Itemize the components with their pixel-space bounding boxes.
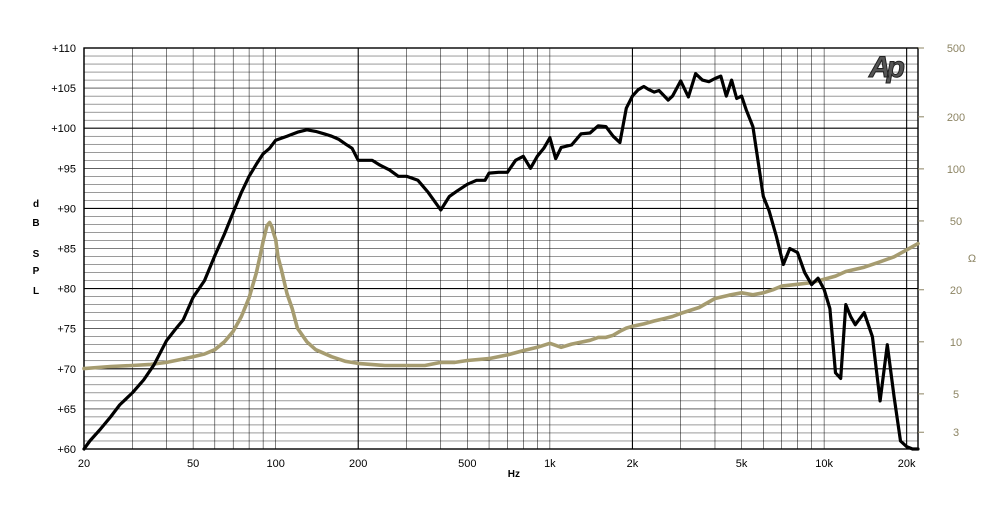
y-left-axis-label-char: P xyxy=(33,266,40,277)
spl-series-line xyxy=(82,72,920,451)
y-right-tick-label: 200 xyxy=(947,112,965,124)
y-right-axis-label: Ω xyxy=(968,253,976,265)
y-left-axis-label-char: B xyxy=(32,218,39,229)
y-right-tick-labels: 500 200 100 50 20 10 5 3 xyxy=(918,43,965,439)
x-axis-label: Hz xyxy=(508,469,520,480)
y-left-tick-labels: +110 +105 +100 +95 +90 +85 +80 +75 +70 +65 +60 xyxy=(51,43,76,456)
series-layer xyxy=(82,72,920,451)
y-left-tick-label: +85 xyxy=(57,244,76,256)
y-right-tick-label: 100 xyxy=(947,164,965,176)
y-left-tick-label: +75 xyxy=(57,324,76,336)
x-tick-label: 10k xyxy=(815,458,833,470)
y-left-tick-label: +100 xyxy=(51,123,76,135)
impedance-series-line xyxy=(82,220,920,371)
x-tick-label: 100 xyxy=(266,458,284,470)
x-tick-label: 2k xyxy=(627,458,639,470)
x-tick-label: 20k xyxy=(898,458,916,470)
y-left-tick-label: +105 xyxy=(51,83,76,95)
y-right-tick-label: 5 xyxy=(953,389,959,401)
y-right-tick-label: 3 xyxy=(953,427,959,439)
y-right-tick-label: 10 xyxy=(950,337,962,349)
y-left-tick-label: +110 xyxy=(52,43,76,55)
x-tick-label: 5k xyxy=(736,458,748,470)
y-left-tick-label: +80 xyxy=(57,284,76,296)
y-left-tick-label: +70 xyxy=(57,364,76,376)
x-tick-labels: 20 50 100 200 500 1k 2k 5k 10k 20k xyxy=(78,458,916,470)
y-left-axis-label-char: S xyxy=(33,249,40,260)
x-tick-label: 50 xyxy=(187,458,199,470)
y-left-axis-label-char: L xyxy=(33,286,39,297)
ap-logo: Ap xyxy=(868,51,905,84)
y-right-tick-label: 500 xyxy=(947,43,965,55)
y-left-tick-label: +65 xyxy=(57,404,76,416)
y-right-tick-label: 20 xyxy=(950,285,962,297)
x-tick-label: 500 xyxy=(458,458,476,470)
y-left-tick-label: +95 xyxy=(57,163,76,175)
y-left-axis-label-char: d xyxy=(33,199,39,210)
y-left-tick-label: +60 xyxy=(57,444,76,456)
plot-frame xyxy=(83,47,919,450)
y-left-axis-label: dB SPL xyxy=(32,199,39,297)
x-tick-label: 200 xyxy=(349,458,367,470)
y-right-tick-label: 50 xyxy=(950,216,962,228)
y-left-tick-label: +90 xyxy=(57,203,76,215)
x-tick-label: 1k xyxy=(544,458,556,470)
x-tick-label: 20 xyxy=(78,458,90,470)
